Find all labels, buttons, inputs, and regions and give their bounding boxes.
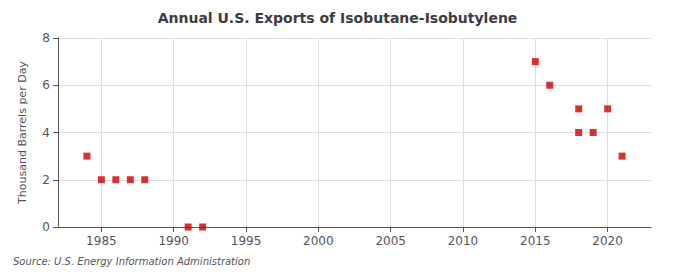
svg-text:1995: 1995: [231, 234, 262, 248]
svg-text:Annual U.S. Exports of Isobuta: Annual U.S. Exports of Isobutane-Isobuty…: [158, 10, 518, 26]
svg-text:2010: 2010: [448, 234, 479, 248]
svg-text:8: 8: [42, 31, 50, 45]
svg-text:2005: 2005: [375, 234, 406, 248]
svg-text:4: 4: [42, 126, 50, 140]
svg-text:2015: 2015: [520, 234, 551, 248]
svg-text:1990: 1990: [158, 234, 189, 248]
svg-text:2000: 2000: [303, 234, 334, 248]
svg-text:6: 6: [42, 78, 50, 92]
svg-text:Thousand Barrels per Day: Thousand Barrels per Day: [16, 61, 29, 205]
svg-text:2: 2: [42, 173, 50, 187]
svg-text:Source: U.S. Energy Informatio: Source: U.S. Energy Information Administ…: [13, 256, 250, 267]
svg-text:1985: 1985: [86, 234, 117, 248]
svg-text:2020: 2020: [592, 234, 623, 248]
svg-text:0: 0: [42, 220, 50, 234]
